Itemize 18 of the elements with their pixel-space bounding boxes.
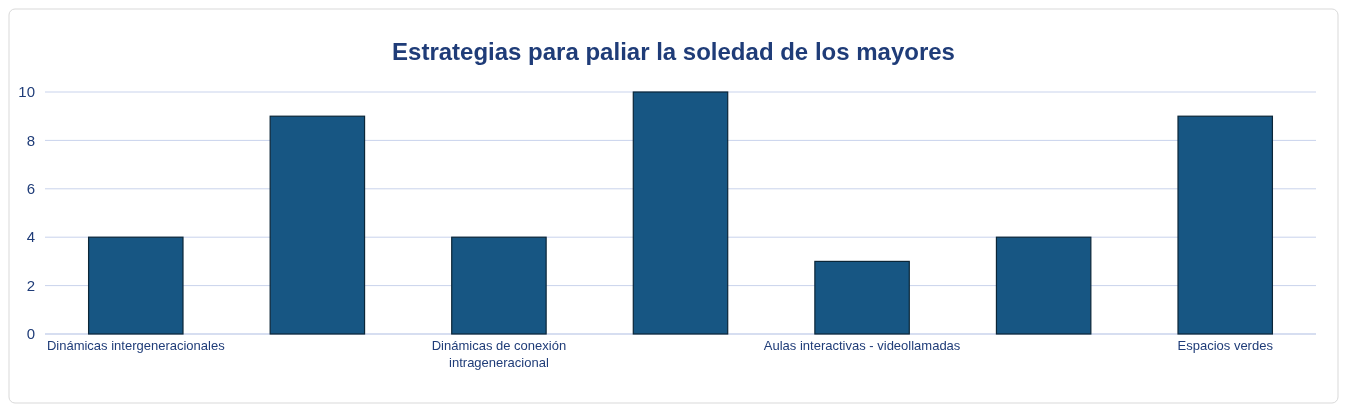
y-tick-label: 0: [26, 325, 35, 343]
y-tick-label: 6: [26, 180, 35, 198]
y-tick-label: 4: [26, 228, 35, 246]
bar: [632, 91, 729, 335]
bar: [87, 236, 184, 335]
bar: [995, 236, 1092, 335]
x-tick-label: Dinámicas intergeneracionales: [46, 338, 226, 353]
y-tick-label: 8: [26, 131, 35, 149]
x-tick-label: Espacios verdes: [1177, 338, 1274, 353]
x-tick-label: Aulas interactivas - videollamadas: [763, 338, 961, 353]
bar: [1177, 115, 1274, 335]
x-tick-label: Dinámicas de conexión intrageneracional: [431, 338, 567, 370]
chart-title: Estrategias para paliar la soledad de los mayores: [392, 38, 955, 65]
bar: [814, 260, 910, 335]
bar: [269, 115, 366, 335]
bar: [451, 236, 547, 335]
y-tick-label: 2: [26, 276, 35, 294]
y-tick-label: 10: [18, 83, 35, 101]
